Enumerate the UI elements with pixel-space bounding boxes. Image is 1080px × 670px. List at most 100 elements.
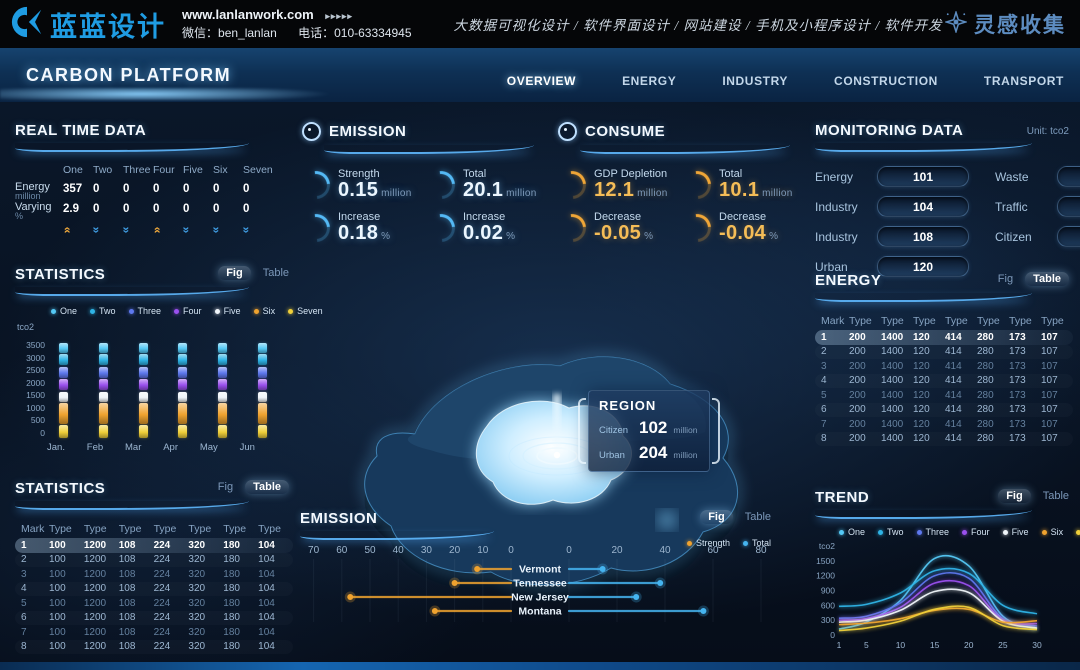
table-row[interactable]: 5 200 1400 120 414 280 173 107 — [815, 388, 1073, 403]
trend-line-six — [838, 607, 1038, 626]
stacked-bar-column[interactable] — [178, 342, 188, 438]
table-toggle[interactable]: Table — [245, 480, 289, 494]
table-cell: 107 — [1041, 360, 1058, 372]
table-cell: 108 — [118, 612, 136, 624]
table-row[interactable]: 7 200 1400 120 414 280 173 107 — [815, 417, 1073, 432]
table-cell: 320 — [188, 583, 206, 595]
monitoring-row: Traffic 200 — [995, 196, 1080, 217]
table-toggle[interactable]: Table — [744, 511, 771, 523]
website-link[interactable]: www.lanlanwork.com — [182, 7, 314, 23]
header-cell: Mark — [821, 315, 845, 327]
table-cell: 1400 — [881, 404, 904, 416]
table-row[interactable]: 1 100 1200 108 224 320 180 104 — [15, 538, 293, 553]
x-tick-label: 20 — [964, 640, 974, 650]
legend-item[interactable]: Four — [962, 527, 990, 537]
fig-toggle[interactable]: Fig — [218, 266, 251, 280]
table-row[interactable]: 5 100 1200 108 224 320 180 104 — [15, 596, 293, 611]
table-cell: 108 — [118, 626, 136, 638]
table-cell: 104 — [258, 568, 275, 580]
table-row[interactable]: 6 200 1400 120 414 280 173 107 — [815, 403, 1073, 418]
monitoring-grid: Energy 101 Industry 104 Industry 108 Urban 120 W… — [815, 166, 1080, 277]
table-row[interactable]: 8 200 1400 120 414 280 173 107 — [815, 432, 1073, 447]
legend-item[interactable]: Three — [916, 527, 950, 537]
bar-segment — [178, 391, 188, 402]
trend-line-five — [838, 588, 1038, 629]
metric-value-pill: 104 — [877, 196, 969, 217]
fig-toggle[interactable]: Fig — [997, 273, 1014, 285]
legend-item[interactable]: Two — [878, 527, 904, 537]
legend-item[interactable]: One — [839, 527, 865, 537]
tab-energy[interactable]: ENERGY — [622, 74, 677, 88]
table-row[interactable]: 2 200 1400 120 414 280 173 107 — [815, 345, 1073, 360]
bar-segment — [138, 379, 148, 391]
axis-tick-label: 40 — [659, 545, 671, 556]
legend-item[interactable]: Four — [174, 306, 202, 316]
legend-item[interactable]: Six — [253, 306, 275, 316]
stat-text: Total 10.1 million — [719, 168, 793, 201]
table-row[interactable]: 4 200 1400 120 414 280 173 107 — [815, 374, 1073, 389]
table-cell: 5 — [21, 597, 27, 609]
metric-label: Industry — [815, 229, 858, 244]
legend-item[interactable]: Two — [90, 306, 116, 316]
lanlan-logo[interactable]: 蓝蓝设计 — [10, 5, 166, 44]
stacked-bar-column[interactable] — [257, 342, 267, 438]
tab-transport[interactable]: TRANSPORT — [983, 74, 1064, 88]
legend-item[interactable]: Five — [1002, 527, 1029, 537]
table-row[interactable]: 1 200 1400 120 414 280 173 107 — [815, 330, 1073, 345]
tab-industry[interactable]: INDUSTRY — [722, 74, 789, 88]
fig-toggle[interactable]: Fig — [700, 510, 733, 524]
stacked-bar-column[interactable] — [59, 342, 68, 438]
value-cell: 0 — [93, 203, 100, 215]
stacked-bar-column[interactable] — [138, 342, 148, 438]
y-tick-label: 1200 — [816, 571, 835, 581]
stacked-bar-column[interactable] — [98, 342, 108, 438]
table-toggle[interactable]: Table — [1042, 490, 1069, 502]
legend-label: Four — [971, 527, 990, 537]
table-row[interactable]: 6 100 1200 108 224 320 180 104 — [15, 611, 293, 626]
legend-item[interactable]: One — [51, 306, 77, 316]
legend-item[interactable]: Strength — [686, 538, 730, 548]
stacked-bar-column[interactable] — [218, 342, 228, 438]
legend-dot-icon — [90, 308, 96, 314]
table-cell: 100 — [49, 641, 66, 653]
panel-title: ENERGY — [815, 272, 882, 289]
collect-logo[interactable]: 灵感收集 — [943, 9, 1066, 39]
table-row[interactable]: 3 100 1200 108 224 320 180 104 — [15, 567, 293, 582]
legend-item[interactable]: Three — [128, 306, 162, 316]
table-row[interactable]: 2 100 1200 108 224 320 180 104 — [15, 553, 293, 568]
table-row[interactable]: 8 100 1200 108 224 320 180 104 — [15, 640, 293, 655]
tab-overview[interactable]: OVERVIEW — [506, 74, 577, 88]
table-toggle[interactable]: Table — [262, 267, 289, 279]
axis-tick-label: 20 — [449, 545, 461, 556]
stat-item: Total 20.1 million — [421, 165, 552, 205]
legend-item[interactable]: Total — [742, 538, 771, 548]
table-toggle[interactable]: Table — [1025, 272, 1069, 286]
tab-construction[interactable]: CONSTRUCTION — [834, 74, 938, 88]
legend-label: Three — [925, 527, 950, 537]
table-cell: 3 — [821, 360, 827, 372]
title-swoosh — [580, 145, 790, 154]
bar-segment — [178, 379, 188, 391]
stat-unit: % — [381, 231, 391, 242]
table-cell: 108 — [118, 539, 136, 551]
legend-item[interactable]: Seven — [288, 306, 323, 316]
x-tick-label: Mar — [125, 442, 142, 453]
x-tick-label: Feb — [86, 442, 104, 453]
fig-toggle[interactable]: Fig — [998, 489, 1031, 503]
table-row[interactable]: 7 100 1200 108 224 320 180 104 — [15, 625, 293, 640]
legend-item[interactable]: Seven — [1076, 527, 1080, 537]
table-row[interactable]: 4 100 1200 108 224 320 180 104 — [15, 582, 293, 597]
legend-item[interactable]: Five — [214, 306, 241, 316]
legend-label: Three — [137, 306, 162, 316]
total-dot — [700, 608, 707, 614]
swoosh-arc-icon — [552, 208, 592, 248]
metric-value-pill: 172 — [1057, 166, 1080, 187]
legend-item[interactable]: Six — [1041, 527, 1063, 537]
table-cell: 1400 — [881, 360, 904, 372]
real-time-header-row: One Two Three Four Five Six Seven — [15, 164, 293, 181]
fig-toggle[interactable]: Fig — [217, 481, 234, 493]
stat-label: Decrease — [719, 211, 767, 223]
fig-table-toggle: Fig Table — [700, 510, 771, 524]
swoosh-arc-icon — [421, 165, 461, 205]
table-row[interactable]: 3 200 1400 120 414 280 173 107 — [815, 359, 1073, 374]
